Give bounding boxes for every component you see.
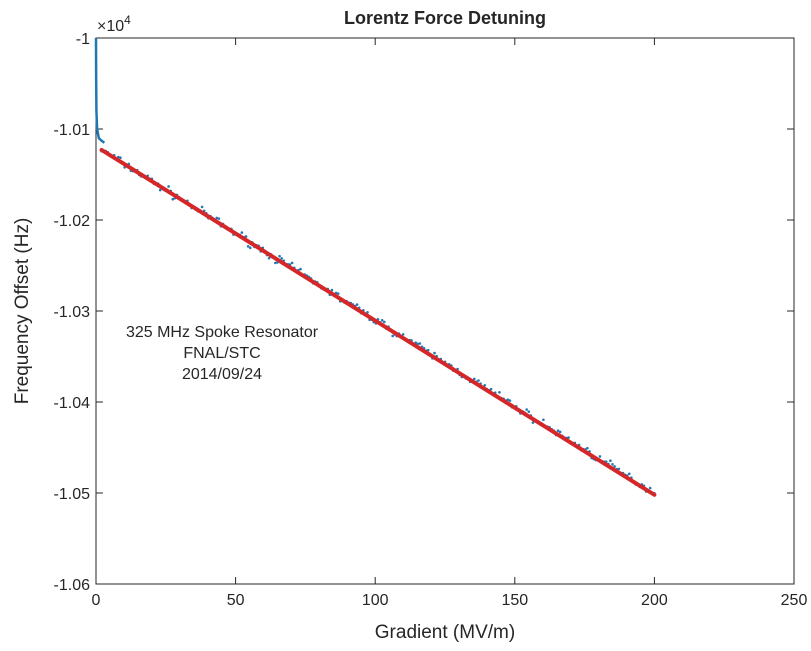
annotation-line-2: FNAL/STC bbox=[183, 345, 260, 362]
measured-point bbox=[483, 383, 487, 387]
measured-point bbox=[274, 261, 277, 265]
plot-area bbox=[95, 37, 795, 585]
measured-point bbox=[290, 261, 294, 265]
measured-point bbox=[382, 320, 386, 324]
measured-point bbox=[525, 408, 528, 411]
x-axis-label: Gradient (MV/m) bbox=[375, 622, 515, 643]
y-axis-label: Frequency Offset (Hz) bbox=[12, 218, 33, 405]
measured-point bbox=[355, 303, 359, 306]
measured-point bbox=[336, 292, 340, 295]
measured-point bbox=[498, 391, 501, 394]
measured-point bbox=[558, 430, 562, 434]
measured-point bbox=[611, 462, 614, 466]
x-tick-label: 0 bbox=[92, 592, 101, 609]
measured-point bbox=[267, 256, 271, 260]
measured-point bbox=[531, 421, 535, 424]
measured-point bbox=[542, 418, 545, 422]
measured-point bbox=[299, 267, 302, 271]
measured-point bbox=[473, 377, 476, 381]
measured-point bbox=[506, 398, 510, 402]
x-tick-label: 100 bbox=[362, 592, 389, 609]
y-multiplier-label: ×104 bbox=[97, 13, 131, 35]
x-tick-label: 250 bbox=[781, 592, 808, 609]
measured-point bbox=[330, 288, 334, 292]
measured-point bbox=[401, 333, 405, 336]
y-tick-label: -1.06 bbox=[54, 577, 91, 594]
annotation-line-1: 325 MHz Spoke Resonator bbox=[126, 324, 319, 341]
y-tick-label: -1.04 bbox=[54, 395, 91, 412]
measured-point bbox=[158, 188, 162, 192]
measured-point bbox=[489, 387, 493, 391]
measured-point bbox=[527, 410, 531, 413]
measured-point bbox=[627, 472, 631, 476]
measured-point bbox=[280, 257, 283, 260]
axis-ticks: 0 50 100 150 200 250 -1 -1.01 -1.02 -1.03 -1.04 -1.… bbox=[54, 31, 808, 609]
linear-fit-line bbox=[99, 147, 657, 497]
measured-point bbox=[244, 235, 248, 238]
y-tick-label: -1.02 bbox=[54, 213, 91, 230]
measured-point bbox=[171, 197, 175, 201]
measured-point bbox=[567, 436, 570, 439]
chart-title: Lorentz Force Detuning bbox=[344, 8, 546, 28]
y-tick-label: -1.05 bbox=[54, 486, 91, 503]
measured-point bbox=[246, 245, 250, 248]
measured-point bbox=[648, 486, 652, 490]
measured-point bbox=[609, 459, 612, 462]
measured-point bbox=[556, 429, 560, 433]
measured-point bbox=[240, 231, 244, 234]
measured-point bbox=[617, 467, 621, 471]
x-tick-label: 200 bbox=[641, 592, 668, 609]
annotation-line-3: 2014/09/24 bbox=[182, 366, 262, 383]
measured-point bbox=[433, 351, 436, 355]
measured-series-rise bbox=[94, 37, 106, 144]
measured-point bbox=[598, 455, 602, 458]
measured-point bbox=[416, 342, 420, 346]
measured-point bbox=[215, 216, 219, 220]
measured-point bbox=[426, 348, 430, 352]
measured-point bbox=[200, 205, 204, 209]
measured-point bbox=[508, 399, 512, 402]
y-tick-label: -1.03 bbox=[54, 304, 91, 321]
measured-point bbox=[380, 319, 384, 322]
measured-point bbox=[366, 311, 369, 314]
measured-point bbox=[167, 185, 170, 188]
measured-point bbox=[586, 446, 589, 450]
measured-point bbox=[418, 342, 422, 345]
measured-point bbox=[278, 254, 281, 258]
data-layer bbox=[94, 37, 657, 497]
y-tick-label: -1 bbox=[76, 31, 90, 48]
x-tick-label: 50 bbox=[227, 592, 245, 609]
measured-point bbox=[477, 379, 480, 382]
measured-point bbox=[119, 156, 122, 159]
measured-point bbox=[391, 334, 394, 338]
measured-point bbox=[248, 246, 252, 250]
measured-point bbox=[613, 465, 616, 468]
y-tick-label: -1.01 bbox=[54, 122, 91, 139]
measured-point bbox=[217, 217, 221, 220]
x-tick-label: 150 bbox=[501, 592, 528, 609]
annotation: 325 MHz Spoke Resonator FNAL/STC 2014/09… bbox=[126, 324, 319, 383]
